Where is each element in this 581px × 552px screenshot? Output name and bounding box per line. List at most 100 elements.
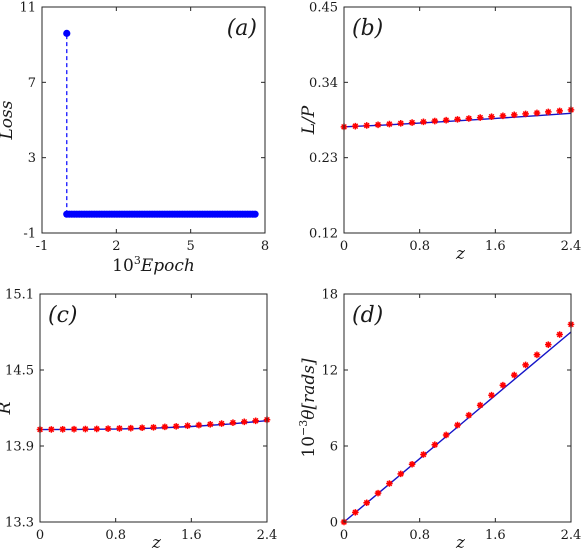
panel-d-marker-15 bbox=[510, 371, 518, 379]
panel-b-ticks: 0 0.8 1.6 2.4 0.12 0.23 0.34 0.45 bbox=[309, 1, 581, 255]
panel-a-label: (a) bbox=[227, 16, 257, 41]
panel-d-x-axis-label: z bbox=[455, 533, 466, 552]
panel-c-marker-15 bbox=[206, 421, 214, 428]
panel-a-y-tick-label-2: 7 bbox=[28, 76, 36, 91]
panel-b-marker-8 bbox=[431, 117, 439, 125]
panel-c-y-tick-label-1: 13.9 bbox=[5, 440, 34, 455]
panel-b-marker-13 bbox=[488, 113, 495, 121]
panel-b-y-tick-label-1: 0.23 bbox=[309, 151, 338, 166]
panel-d-marker-5 bbox=[397, 470, 405, 478]
panel-d-marker-6 bbox=[408, 460, 416, 468]
panel-d-x-tick-label-1: 0.8 bbox=[409, 528, 430, 543]
panel-d-y-axis-label-symbol: θ[rads] bbox=[299, 358, 319, 420]
panel-d-y-axis-label: 10−3θ[rads] bbox=[297, 358, 319, 458]
panel-a-frame bbox=[41, 6, 266, 234]
panel-b-marker-6 bbox=[408, 119, 416, 126]
panel-c-marker-4 bbox=[82, 425, 89, 433]
panel-c-x-axis-label: z bbox=[151, 533, 162, 552]
panel-c-frame bbox=[39, 293, 268, 523]
panel-a-y-tick-label-3: 11 bbox=[19, 1, 36, 16]
panel-b-label: (b) bbox=[352, 16, 383, 41]
panel-a-x-axis-label-exponent: 3 bbox=[134, 254, 141, 267]
panel-a-x-tick-label-0: -1 bbox=[36, 239, 49, 254]
panel-d-y-tick-label-3: 18 bbox=[321, 288, 338, 303]
panel-a-x-tick-label-2: 5 bbox=[187, 239, 195, 254]
panel-a-epoch-point-75 bbox=[251, 210, 259, 218]
panel-b-marker-17 bbox=[533, 109, 541, 117]
panel-c-marker-17 bbox=[229, 419, 237, 426]
panel-d-plot-area bbox=[340, 321, 575, 526]
panel-b-marker-9 bbox=[442, 116, 450, 124]
panel-d-y-tick-label-1: 6 bbox=[330, 440, 338, 455]
panel-a-ticks: -1 2 5 8 -1 3 7 11 bbox=[19, 1, 269, 255]
panel-a-x-tick-label-3: 8 bbox=[261, 239, 269, 254]
panel-a-plot-area bbox=[63, 29, 259, 218]
panel-c-marker-14 bbox=[195, 421, 203, 429]
panel-d-y-axis-label-exponent: −3 bbox=[297, 420, 310, 436]
panel-c-marker-9 bbox=[138, 424, 146, 432]
panel-b-marker-4 bbox=[386, 120, 393, 128]
panel-a-y-axis-label: Loss bbox=[0, 100, 17, 140]
panel-a-x-axis-label-base: 10 bbox=[112, 256, 134, 276]
panel-b-x-tick-label-0: 0 bbox=[340, 239, 348, 254]
panel-b-x-tick-label-2: 1.6 bbox=[485, 239, 506, 254]
panel-b-x-tick-label-3: 2.4 bbox=[561, 239, 581, 254]
panel-c-y-tick-label-0: 13.3 bbox=[5, 516, 34, 531]
panel-b-marker-18 bbox=[545, 108, 552, 116]
panel-c-marker-16 bbox=[218, 420, 225, 427]
panel-a-x-tick-label-1: 2 bbox=[112, 239, 120, 254]
panel-c-x-tick-label-0: 0 bbox=[36, 528, 44, 543]
panel-c-x-tick-label-1: 0.8 bbox=[105, 528, 126, 543]
panel-d-ticks: 0 0.8 1.6 2.4 0 6 12 18 bbox=[321, 288, 581, 544]
panel-d-marker-13 bbox=[488, 391, 495, 399]
panel-c-y-axis-label: R bbox=[0, 401, 15, 415]
panel-d-frame bbox=[343, 293, 572, 523]
panel-b-x-tick-label-1: 0.8 bbox=[409, 239, 430, 254]
panel-b-frame bbox=[343, 6, 572, 234]
panel-d-marker-16 bbox=[522, 361, 529, 369]
panel-c-marker-11 bbox=[161, 423, 169, 431]
panel-d-marker-18 bbox=[545, 341, 552, 348]
panel-d-marker-14 bbox=[499, 381, 507, 389]
panel-a-y-tick-label-0: -1 bbox=[23, 227, 36, 242]
panel-b-marker-2 bbox=[363, 122, 370, 129]
panel-b-x-axis-label: z bbox=[455, 244, 466, 264]
panel-d-x-tick-label-2: 1.6 bbox=[485, 528, 506, 543]
panel-b-plot-area bbox=[340, 106, 575, 131]
panel-c-marker-6 bbox=[104, 425, 112, 432]
panel-b-y-tick-label-0: 0.12 bbox=[309, 227, 338, 242]
panel-b-marker-11 bbox=[465, 115, 473, 122]
panel-b-y-tick-label-3: 0.45 bbox=[309, 1, 338, 16]
panel-b-marker-14 bbox=[499, 112, 507, 120]
panel-c-x-tick-label-3: 2.4 bbox=[257, 528, 278, 543]
panel-a-y-tick-label-1: 3 bbox=[28, 151, 36, 166]
panel-c-marker-13 bbox=[184, 422, 191, 430]
panel-d-marker-4 bbox=[386, 480, 393, 487]
panel-d-marker-17 bbox=[533, 351, 541, 359]
panel-c-label: (c) bbox=[48, 303, 78, 328]
panel-b-marker-7 bbox=[420, 118, 427, 126]
panel-c-marker-10 bbox=[150, 424, 157, 431]
panel-c-ticks: 0 0.8 1.6 2.4 13.3 13.9 14.5 15.1 bbox=[5, 288, 277, 544]
panel-c-marker-7 bbox=[116, 425, 123, 432]
panel-b-marker-10 bbox=[454, 116, 461, 123]
panel-b-marker-5 bbox=[397, 120, 405, 127]
panel-c-plot-area bbox=[36, 416, 271, 433]
panel-d-marker-12 bbox=[476, 401, 484, 409]
panel-c-marker-1 bbox=[48, 426, 55, 433]
panel-a-point-0 bbox=[63, 29, 71, 37]
panel-c-marker-12 bbox=[172, 423, 180, 430]
panel-b-marker-3 bbox=[374, 121, 382, 129]
panel-b-marker-12 bbox=[476, 114, 484, 121]
panel-d-marker-10 bbox=[454, 421, 461, 429]
panel-b-y-tick-label-2: 0.34 bbox=[309, 76, 338, 91]
panel-b-marker-15 bbox=[510, 111, 518, 119]
panel-d-marker-8 bbox=[431, 441, 439, 449]
panel-c-marker-2 bbox=[59, 425, 66, 433]
panel-d-marker-3 bbox=[374, 489, 382, 497]
panel-b-marker-1 bbox=[352, 122, 359, 130]
panel-d-x-tick-label-0: 0 bbox=[340, 528, 348, 543]
panel-d-x-tick-label-3: 2.4 bbox=[561, 528, 581, 543]
